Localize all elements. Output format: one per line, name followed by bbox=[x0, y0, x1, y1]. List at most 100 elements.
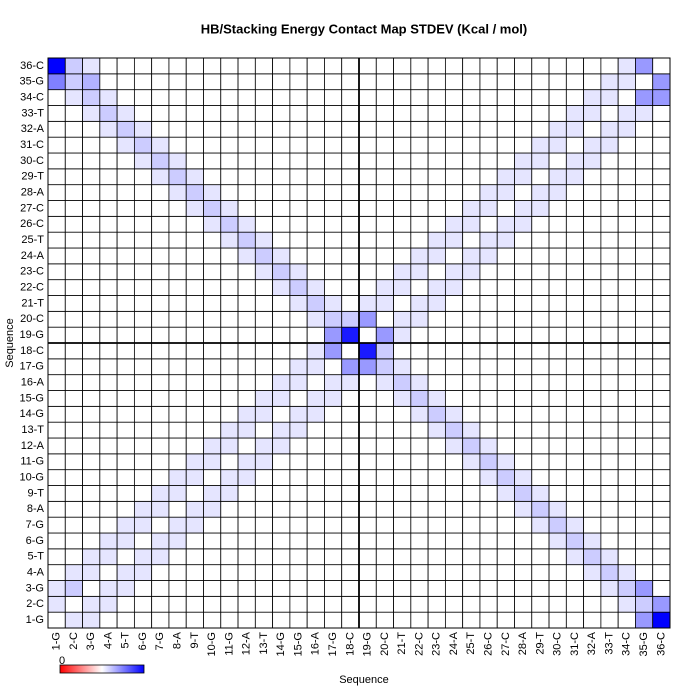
heatmap-cell bbox=[635, 342, 654, 360]
heatmap-cell bbox=[358, 405, 377, 423]
heatmap-cell bbox=[289, 152, 308, 170]
y-tick-label: 9-T bbox=[28, 487, 45, 499]
heatmap-cell bbox=[410, 231, 429, 249]
heatmap-cell bbox=[375, 548, 394, 566]
heatmap-cell bbox=[82, 105, 101, 122]
heatmap-cell bbox=[462, 342, 481, 360]
heatmap-cell bbox=[514, 310, 533, 328]
heatmap-cell bbox=[82, 437, 101, 455]
heatmap-cell bbox=[306, 516, 325, 534]
heatmap-cell bbox=[617, 326, 636, 344]
heatmap-cell bbox=[116, 184, 135, 201]
heatmap-cell bbox=[548, 136, 567, 154]
heatmap-cell bbox=[652, 532, 671, 550]
heatmap-cell bbox=[583, 105, 602, 122]
heatmap-cell bbox=[375, 263, 394, 281]
heatmap-cell bbox=[479, 200, 498, 217]
heatmap-cell bbox=[427, 390, 446, 407]
heatmap-cell bbox=[600, 57, 619, 75]
heatmap-cell bbox=[531, 295, 550, 312]
heatmap-cell bbox=[565, 247, 585, 265]
x-tick-label: 4-A bbox=[102, 631, 114, 649]
heatmap-cell bbox=[427, 263, 446, 281]
heatmap-cell bbox=[617, 57, 636, 75]
heatmap-cell bbox=[462, 279, 481, 296]
heatmap-cell bbox=[341, 453, 360, 471]
heatmap-cell bbox=[617, 500, 636, 518]
heatmap-cell bbox=[635, 200, 654, 217]
heatmap-cell bbox=[220, 421, 239, 439]
heatmap-cell bbox=[203, 453, 222, 471]
heatmap-cell bbox=[116, 595, 135, 613]
heatmap-cell bbox=[203, 120, 222, 138]
heatmap-cell bbox=[272, 564, 291, 581]
heatmap-cell bbox=[203, 516, 222, 534]
heatmap-cell bbox=[565, 326, 585, 344]
x-tick-label: 1-G bbox=[51, 632, 63, 650]
heatmap-cell bbox=[462, 421, 481, 439]
heatmap-cell bbox=[635, 564, 654, 581]
heatmap-cell bbox=[47, 611, 66, 629]
heatmap-cell bbox=[393, 73, 412, 91]
heatmap-cell bbox=[479, 57, 498, 75]
heatmap-cell bbox=[341, 326, 360, 344]
heatmap-cell bbox=[82, 374, 101, 391]
heatmap-cell bbox=[393, 263, 412, 281]
heatmap-cell bbox=[99, 295, 118, 312]
x-tick-label: 16-A bbox=[310, 631, 322, 655]
heatmap-cell bbox=[47, 231, 66, 249]
heatmap-cell bbox=[427, 136, 446, 154]
heatmap-cell bbox=[133, 263, 153, 281]
heatmap-cell bbox=[289, 89, 308, 106]
heatmap-cell bbox=[133, 421, 153, 439]
heatmap-cell bbox=[358, 152, 377, 170]
heatmap-cell bbox=[531, 105, 550, 122]
heatmap-cell bbox=[462, 390, 481, 407]
heatmap-cell bbox=[254, 500, 274, 518]
heatmap-cell bbox=[393, 184, 412, 201]
heatmap-cell bbox=[444, 358, 464, 376]
heatmap-cell bbox=[47, 342, 66, 360]
heatmap-cell bbox=[272, 405, 291, 423]
y-tick-label: 15-G bbox=[20, 392, 44, 404]
heatmap-cell bbox=[237, 168, 256, 186]
heatmap-cell bbox=[324, 421, 343, 439]
heatmap-cell bbox=[185, 548, 204, 566]
heatmap-cell bbox=[496, 532, 515, 550]
heatmap-cell bbox=[617, 564, 636, 581]
heatmap-cell bbox=[583, 342, 602, 360]
heatmap-cell bbox=[220, 485, 239, 502]
heatmap-cell bbox=[635, 611, 654, 629]
heatmap-cell bbox=[496, 279, 515, 296]
heatmap-cell bbox=[254, 342, 274, 360]
heatmap-cell bbox=[254, 564, 274, 581]
heatmap-cell bbox=[203, 500, 222, 518]
heatmap-cell bbox=[99, 611, 118, 629]
heatmap-cell bbox=[82, 405, 101, 423]
y-tick-label: 3-G bbox=[26, 582, 44, 594]
heatmap-cell bbox=[324, 105, 343, 122]
heatmap-cell bbox=[47, 168, 66, 186]
heatmap-cell bbox=[151, 421, 170, 439]
heatmap-cell bbox=[185, 469, 204, 486]
heatmap-cell bbox=[652, 200, 671, 217]
heatmap-cell bbox=[548, 564, 567, 581]
heatmap-cell bbox=[548, 263, 567, 281]
heatmap-cell bbox=[116, 231, 135, 249]
heatmap-cell bbox=[237, 279, 256, 296]
heatmap-cell bbox=[168, 279, 187, 296]
heatmap-cell bbox=[496, 595, 515, 613]
heatmap-cell bbox=[548, 453, 567, 471]
heatmap-cell bbox=[341, 437, 360, 455]
heatmap-cell bbox=[444, 390, 464, 407]
heatmap-cell bbox=[47, 390, 66, 407]
heatmap-cell bbox=[393, 421, 412, 439]
heatmap-cell bbox=[462, 611, 481, 629]
heatmap-cell bbox=[410, 595, 429, 613]
heatmap-cell bbox=[427, 342, 446, 360]
heatmap-cell bbox=[617, 358, 636, 376]
heatmap-cell bbox=[306, 263, 325, 281]
heatmap-cell bbox=[306, 564, 325, 581]
heatmap-cell bbox=[652, 595, 671, 613]
heatmap-cell bbox=[220, 437, 239, 455]
